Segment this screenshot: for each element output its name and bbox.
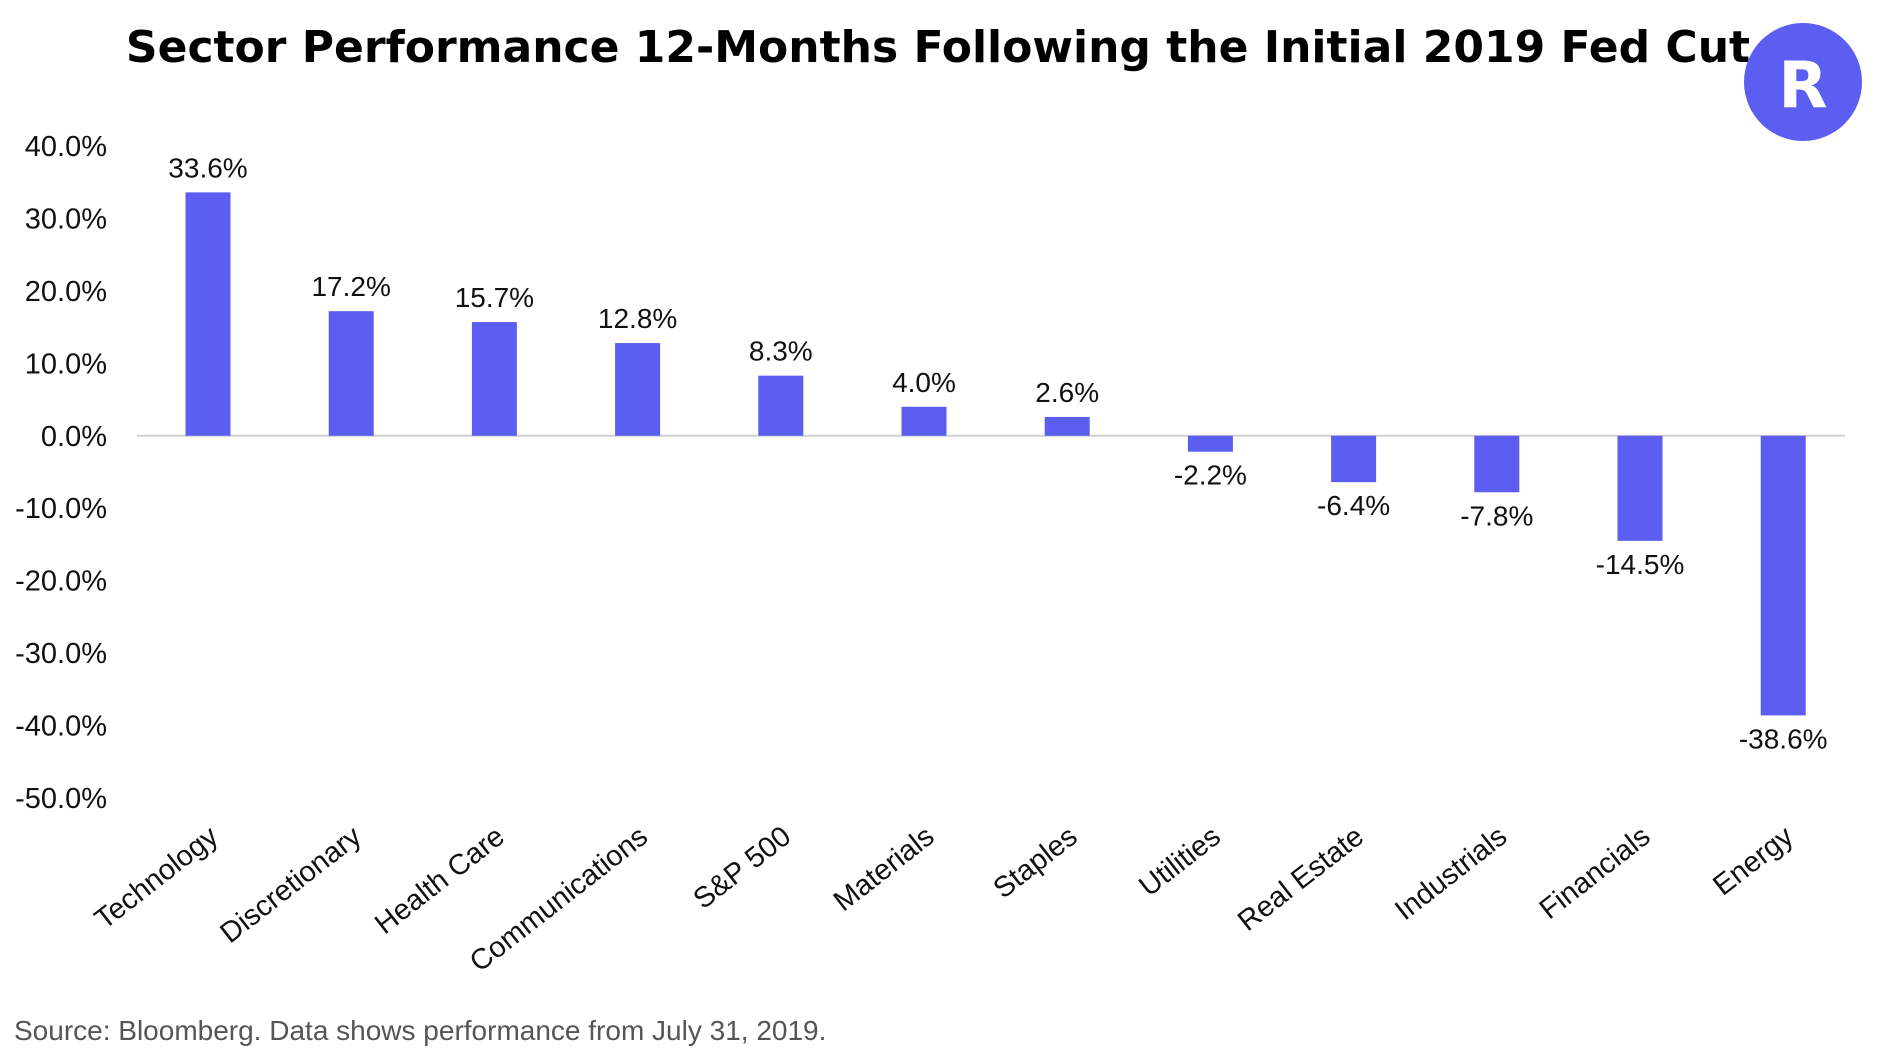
- y-tick-label: 10.0%: [25, 348, 107, 380]
- data-label: 4.0%: [892, 367, 956, 398]
- bar: [185, 192, 231, 436]
- data-labels-group: 33.6% 17.2% 15.7% 12.8% 8.3% 4.0% 2.6% -2.2% -6.…: [168, 152, 1827, 754]
- y-tick-label: -30.0%: [15, 638, 107, 670]
- bar: [1760, 435, 1806, 716]
- bar: [1474, 435, 1520, 493]
- bar: [901, 406, 947, 436]
- data-label: -7.8%: [1460, 500, 1533, 531]
- bar: [615, 343, 661, 436]
- data-label: 15.7%: [455, 282, 534, 313]
- y-axis: 40.0% 30.0% 20.0% 10.0% 0.0% -10.0% -20.0% -30.…: [15, 131, 107, 815]
- y-tick-label: -20.0%: [15, 566, 107, 598]
- logo-letter: R: [1778, 49, 1827, 123]
- data-label: 17.2%: [311, 271, 390, 302]
- y-tick-label: -10.0%: [15, 493, 107, 525]
- bar: [1331, 435, 1377, 483]
- data-label: -6.4%: [1317, 490, 1390, 521]
- bar: [471, 322, 517, 436]
- y-tick-label: 40.0%: [25, 131, 107, 163]
- bars-group: [185, 192, 1806, 716]
- data-label: 33.6%: [168, 152, 247, 183]
- y-tick-label: -50.0%: [15, 783, 107, 815]
- bar: [1187, 435, 1233, 452]
- bar: [1617, 435, 1663, 541]
- y-tick-label: 30.0%: [25, 203, 107, 235]
- bar: [758, 375, 804, 436]
- data-label: 2.6%: [1035, 377, 1099, 408]
- logo-circle: [1744, 23, 1862, 141]
- y-tick-label: 20.0%: [25, 276, 107, 308]
- data-label: 8.3%: [749, 336, 813, 367]
- y-tick-label: 0.0%: [41, 421, 107, 453]
- brand-logo: R: [1744, 23, 1862, 141]
- bar: [1044, 416, 1090, 436]
- source-note: Source: Bloomberg. Data shows performanc…: [14, 1015, 826, 1046]
- data-label: -2.2%: [1174, 460, 1247, 491]
- bar: [328, 311, 374, 436]
- data-label: -14.5%: [1596, 549, 1685, 580]
- y-tick-label: -40.0%: [15, 711, 107, 743]
- data-label: -38.6%: [1739, 723, 1828, 754]
- data-label: 12.8%: [598, 303, 677, 334]
- chart-title: Sector Performance 12-Months Following t…: [126, 22, 1750, 73]
